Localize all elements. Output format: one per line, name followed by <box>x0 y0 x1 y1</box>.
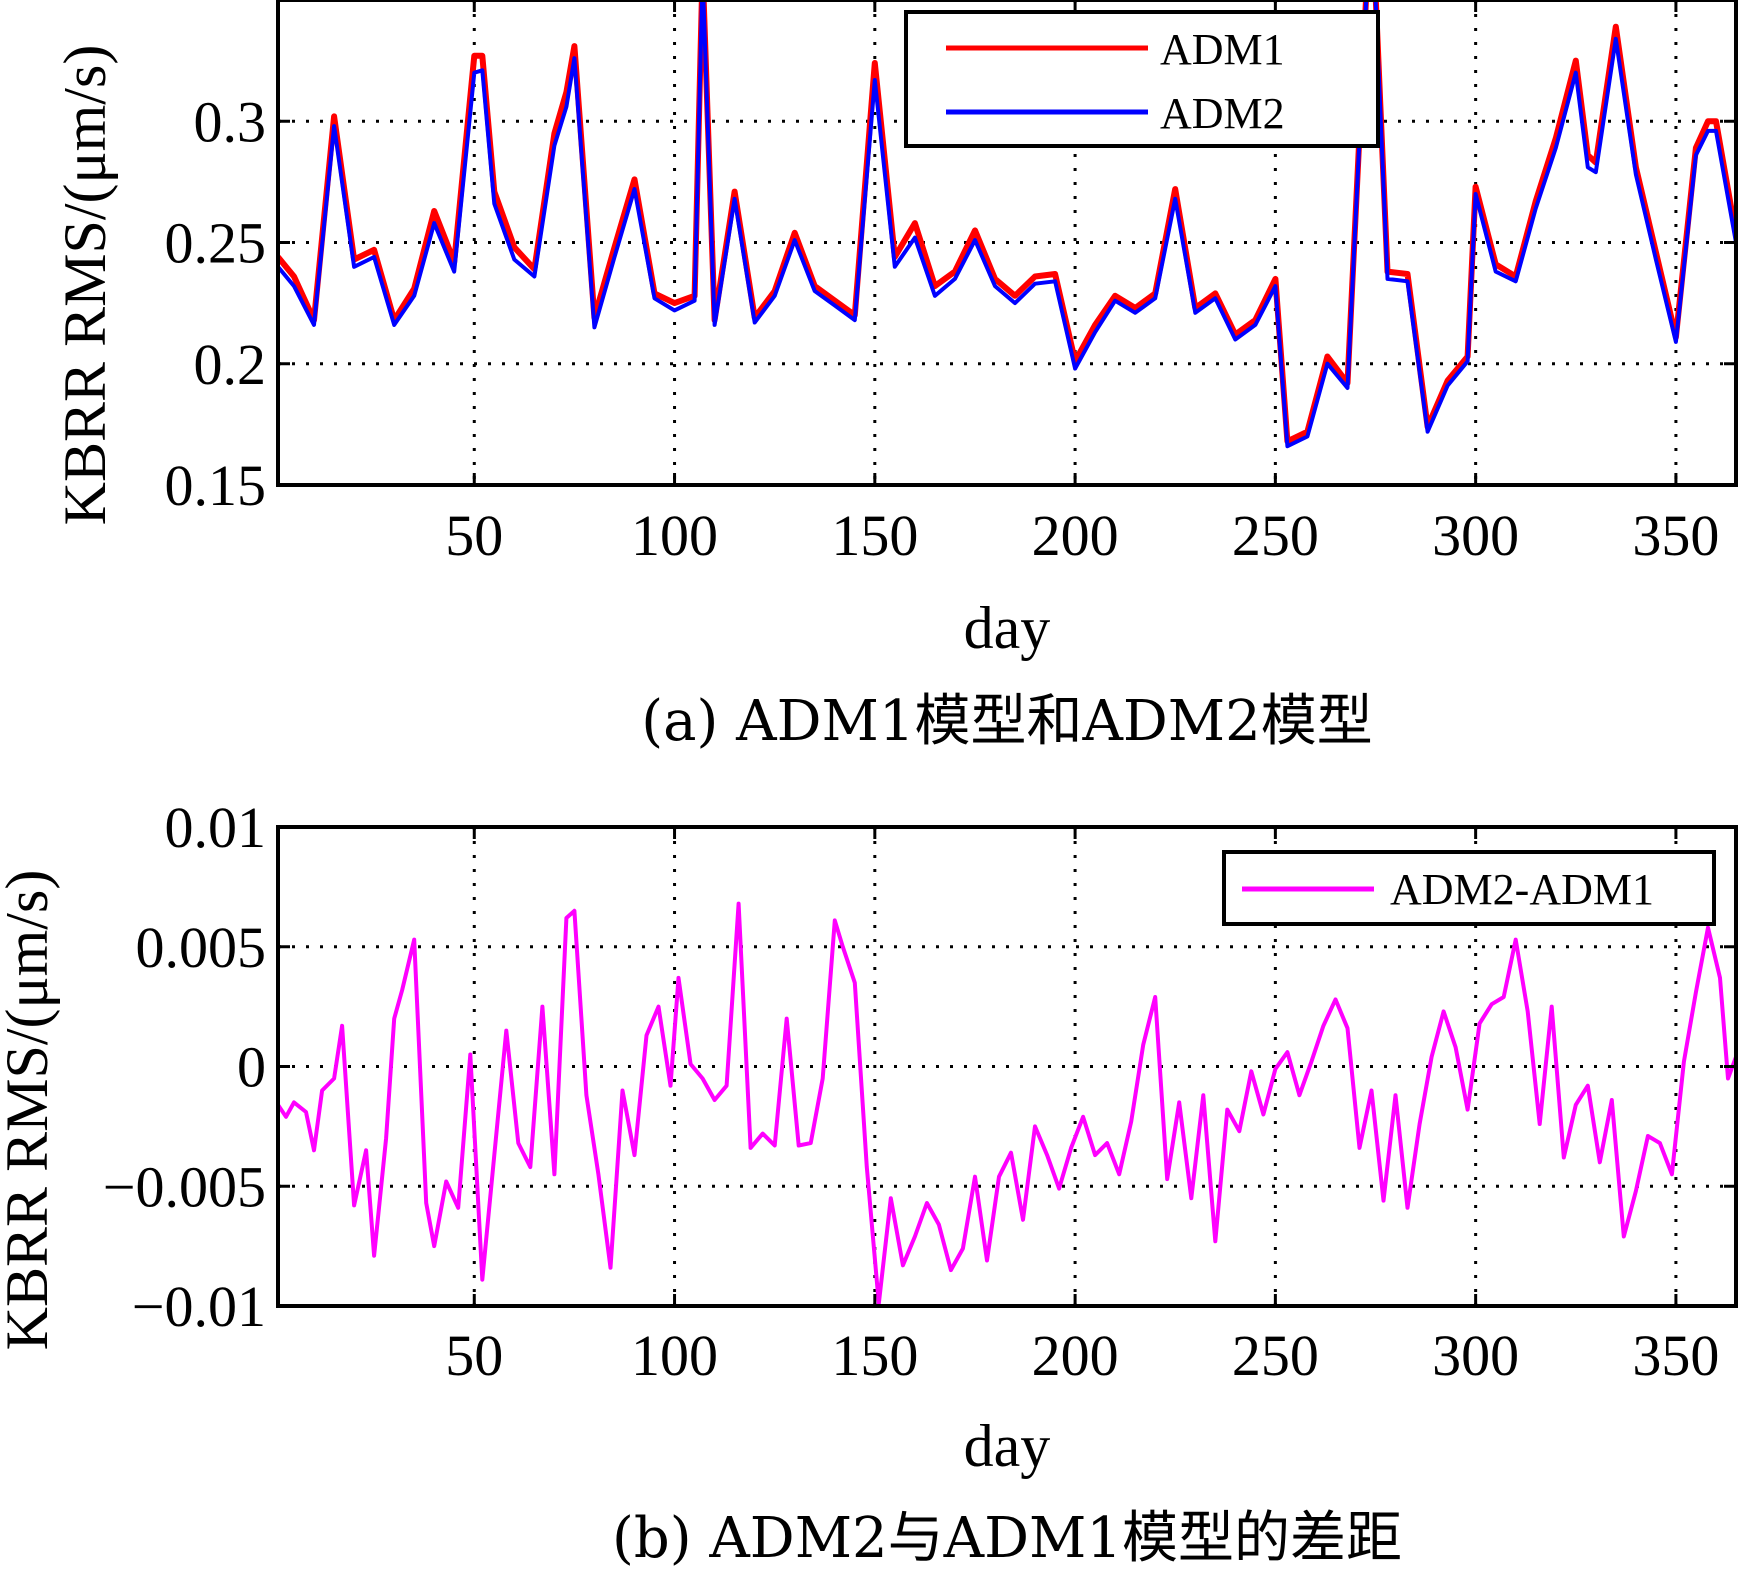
x-tick-label: 100 <box>631 1323 718 1388</box>
x-tick-label: 250 <box>1232 1323 1319 1388</box>
caption-a: (a) ADM1模型和ADM2模型 <box>641 689 1373 754</box>
legend-label-diff: ADM2-ADM1 <box>1390 865 1654 914</box>
x-tick-label: 350 <box>1632 1323 1719 1388</box>
lines-a <box>278 0 1736 449</box>
x-tick-label: 200 <box>1032 1323 1119 1388</box>
x-tick-label: 200 <box>1032 503 1119 568</box>
x-tick-label: 300 <box>1432 1323 1519 1388</box>
y-axis-label-a: KBRR RMS/(μm/s) <box>52 45 118 526</box>
lines-b <box>278 901 1736 1306</box>
series-line-adm2 <box>278 0 1736 449</box>
x-tick-label: 250 <box>1232 503 1319 568</box>
x-tick-label: 50 <box>445 503 503 568</box>
panel-a: 50 100 150 200 250 300 350 0.15 0.2 0.25 0.3 day K… <box>52 0 1738 754</box>
series-line-adm2-adm1 <box>278 901 1736 1306</box>
legend-a: ADM1 ADM2 <box>904 10 1380 148</box>
y-tick-label: 0 <box>237 1035 266 1100</box>
legend-b: ADM2-ADM1 <box>1222 850 1716 926</box>
x-tick-label: 50 <box>445 1323 503 1388</box>
legend-label-adm1: ADM1 <box>1160 25 1285 74</box>
x-tick-label: 350 <box>1632 503 1719 568</box>
y-axis-label-b: KBRR RMS/(μm/s) <box>0 870 60 1351</box>
x-tick-label: 300 <box>1432 503 1519 568</box>
ticks-b: 50 100 150 200 250 300 350 −0.01 −0.005 0 0.005 0.0… <box>103 795 1736 1388</box>
y-tick-label: 0.2 <box>194 332 267 397</box>
x-axis-label-a: day <box>964 595 1051 661</box>
caption-b: (b) ADM2与ADM1模型的差距 <box>612 1506 1402 1571</box>
x-tick-label: 150 <box>831 503 918 568</box>
y-tick-label: 0.15 <box>165 453 267 518</box>
y-tick-label: 0.01 <box>165 795 267 860</box>
ticks-a: 50 100 150 200 250 300 350 0.15 0.2 0.25 0.3 <box>165 0 1736 568</box>
x-axis-label-b: day <box>964 1413 1051 1479</box>
x-tick-label: 150 <box>831 1323 918 1388</box>
legend-box-b <box>1222 850 1716 926</box>
y-tick-label: −0.005 <box>103 1154 266 1219</box>
legend-label-adm2: ADM2 <box>1160 89 1285 138</box>
legend-box-a <box>904 10 1380 148</box>
series-line-adm1 <box>278 0 1736 445</box>
y-tick-label: 0.005 <box>136 915 267 980</box>
y-tick-label: 0.3 <box>194 89 267 154</box>
x-tick-label: 100 <box>631 503 718 568</box>
y-tick-label: 0.25 <box>165 211 267 276</box>
y-tick-label: −0.01 <box>132 1274 266 1339</box>
panel-b: 50 100 150 200 250 300 350 −0.01 −0.005 0 0.005 0.0… <box>0 795 1738 1571</box>
